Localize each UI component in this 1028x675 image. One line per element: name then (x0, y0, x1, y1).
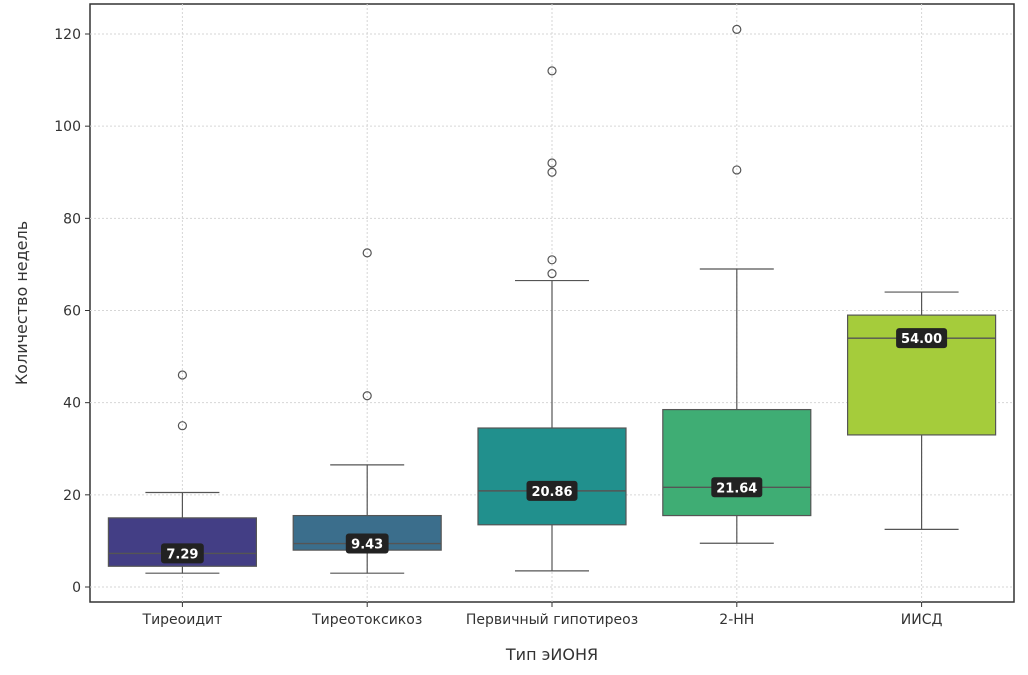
y-axis-title: Количество недель (12, 221, 31, 385)
median-label-badge (345, 533, 389, 554)
median-label-badge (526, 480, 578, 501)
outlier-point (547, 158, 557, 168)
outlier-point (732, 24, 742, 34)
median-label: 54.00 (901, 332, 942, 347)
box-group: 7.29 (107, 370, 258, 574)
median-label: 21.64 (716, 481, 757, 496)
median-label: 20.86 (531, 485, 572, 500)
outlier-point (547, 66, 557, 76)
outlier-point (362, 248, 372, 258)
median-label-badge (711, 477, 763, 498)
median-label: 9.43 (351, 538, 383, 553)
outlier-point (177, 421, 187, 431)
y-tick-label: 60 (63, 304, 81, 320)
outlier-point (547, 269, 557, 279)
x-axis-ticks: Тиреоидит Тиреотоксикоз Первичный гипотире… (142, 602, 943, 628)
y-tick-label: 0 (72, 580, 81, 596)
outlier-point (732, 165, 742, 175)
x-tick-label: Тиреотоксикоз (311, 612, 422, 628)
outlier-point (177, 370, 187, 380)
box-group: 9.43 (292, 248, 442, 574)
median-label-badge (896, 328, 948, 349)
box-iqr (477, 427, 627, 526)
y-tick-label: 40 (63, 396, 81, 412)
x-tick-label: ИИСД (901, 612, 943, 628)
median-label: 7.29 (166, 547, 198, 562)
x-axis-title: Тип эИОНЯ (505, 645, 598, 664)
outlier-point (362, 391, 372, 401)
y-tick-label: 100 (54, 119, 81, 135)
x-tick-label: Первичный гипотиреоз (466, 612, 638, 628)
box-group: 54.00 (846, 291, 997, 530)
box-group: 21.64 (662, 24, 812, 544)
x-tick-label: Тиреоидит (142, 612, 223, 628)
median-label-badge (161, 543, 204, 564)
outlier-point (547, 167, 557, 177)
y-tick-label: 120 (54, 27, 81, 43)
box-group: 20.86 (477, 66, 627, 572)
grid-lines (90, 4, 1014, 602)
boxes-layer: 7.29 9.43 20.86 21.64 54.00 (107, 24, 997, 574)
outlier-point (547, 255, 557, 265)
box-iqr (662, 408, 812, 517)
y-tick-label: 80 (63, 211, 81, 227)
x-tick-label: 2-НН (719, 612, 754, 628)
y-tick-label: 20 (63, 488, 81, 504)
y-axis-ticks: 0 20 40 60 80 100 120 (54, 27, 90, 596)
